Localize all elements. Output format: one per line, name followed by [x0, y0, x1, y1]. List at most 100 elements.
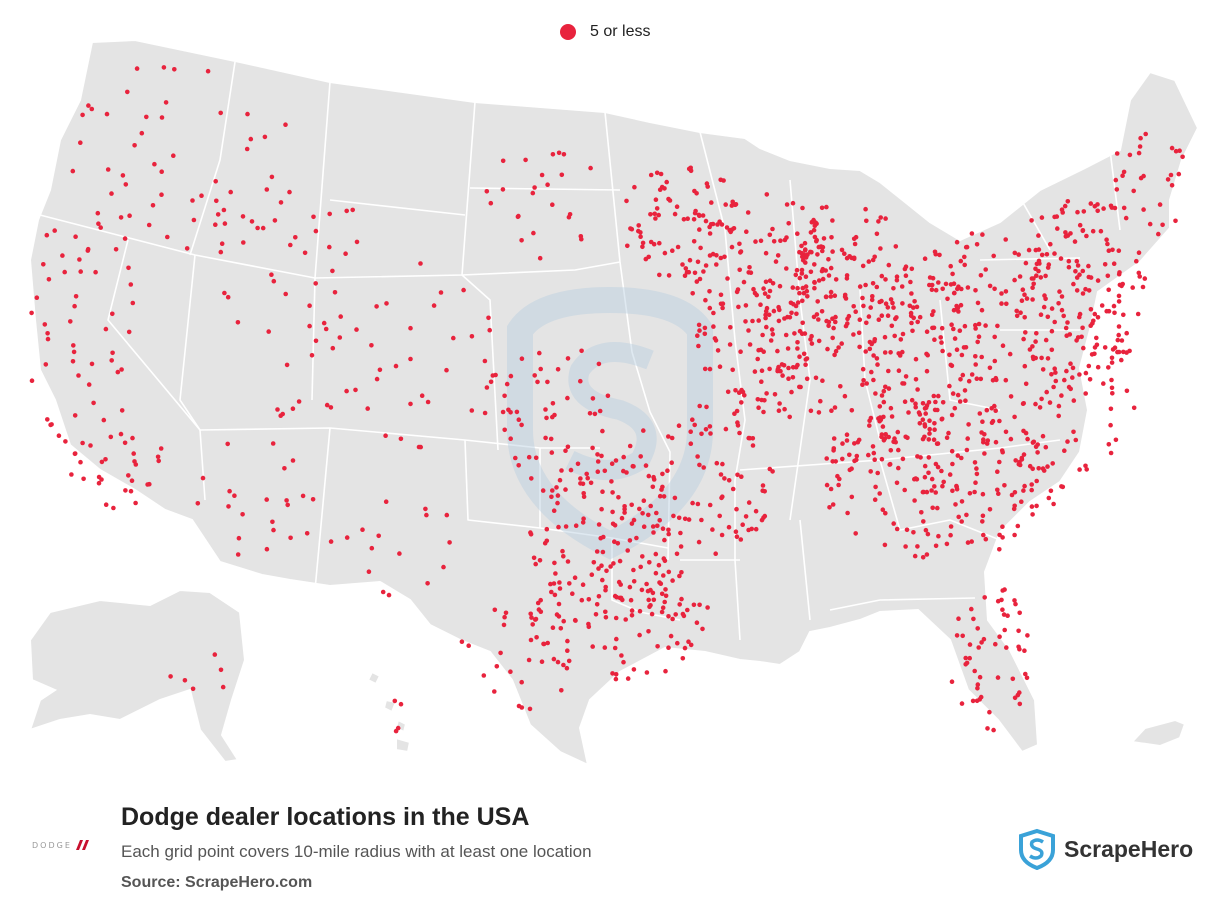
dealer-dot — [1012, 414, 1017, 420]
dealer-dot — [353, 387, 358, 393]
dealer-dot — [1023, 430, 1029, 436]
dealer-dot — [172, 67, 177, 72]
dealer-dot — [617, 558, 623, 564]
dealer-dot — [249, 219, 255, 224]
dealer-dot — [925, 531, 931, 537]
dealer-dot — [707, 424, 713, 429]
dealer-dot — [696, 539, 702, 545]
scrapehero-brand[interactable]: ScrapeHero — [1018, 828, 1193, 870]
dealer-dot — [591, 560, 597, 565]
dealer-dot — [540, 488, 546, 493]
dealer-dot — [307, 323, 312, 329]
dealer-dot — [974, 698, 980, 704]
dealer-dot — [290, 406, 296, 412]
dealer-dot — [697, 276, 703, 282]
dealer-dot — [1051, 384, 1056, 390]
dealer-dot — [728, 229, 733, 235]
dealer-dot — [195, 501, 201, 506]
dealer-dot — [909, 291, 914, 296]
dealer-dot — [959, 352, 965, 358]
dealer-dot — [948, 282, 954, 287]
dealer-dot — [900, 301, 905, 306]
dealer-dot — [892, 333, 897, 339]
dealer-dot — [957, 399, 963, 404]
dealer-dot — [976, 645, 981, 650]
dealer-dot — [995, 469, 1000, 475]
dealer-dot — [723, 426, 729, 432]
dealer-dot — [596, 594, 602, 599]
dealer-dot — [824, 318, 829, 324]
dealer-dot — [776, 304, 781, 310]
dealer-dot — [896, 465, 901, 471]
dealer-dot — [501, 622, 507, 628]
dealer-dot — [760, 483, 766, 488]
dealer-dot — [984, 407, 990, 413]
dealer-dot — [983, 323, 988, 328]
page-subtitle: Each grid point covers 10-mile radius wi… — [121, 842, 592, 861]
dealer-dot — [307, 303, 312, 309]
dealer-dot — [637, 506, 642, 512]
dealer-dot — [784, 235, 789, 240]
dealer-dot — [1098, 228, 1104, 234]
dealer-dot — [1108, 450, 1114, 456]
dealer-dot — [790, 285, 796, 290]
dealer-dot — [902, 487, 907, 493]
dealer-dot — [940, 483, 945, 489]
dealer-dot — [1012, 490, 1018, 495]
dealer-dot — [482, 358, 488, 364]
dealer-dot — [89, 106, 95, 112]
dealer-dot — [682, 645, 688, 651]
dealer-dot — [974, 242, 980, 247]
dealer-dot — [820, 244, 826, 250]
dealer-dot — [662, 186, 667, 191]
dealer-dot — [692, 422, 697, 428]
dealer-dot — [1075, 263, 1081, 268]
dealer-dot — [578, 476, 583, 481]
dealer-dot — [705, 605, 710, 610]
dealer-dot — [625, 676, 631, 681]
dealer-dot — [687, 257, 693, 263]
dealer-dot — [88, 443, 93, 448]
dealer-dot — [974, 471, 980, 477]
dealer-dot — [871, 353, 876, 358]
dealer-dot — [1062, 203, 1068, 209]
dealer-dot — [283, 122, 288, 127]
dealer-dot — [593, 612, 599, 617]
dealer-dot — [1019, 499, 1024, 505]
dealer-dot — [933, 543, 939, 549]
dealer-dot — [369, 343, 374, 348]
dealer-dot — [235, 552, 241, 557]
dealer-dot — [964, 512, 969, 518]
dealer-dot — [1040, 466, 1046, 471]
dealer-dot — [539, 172, 545, 178]
dealer-dot — [786, 376, 791, 382]
dealer-dot — [669, 435, 675, 441]
dealer-dot — [718, 177, 723, 183]
dealer-dot — [976, 321, 982, 327]
dealer-dot — [697, 462, 702, 468]
dealer-dot — [523, 157, 528, 163]
dealer-dot — [726, 524, 732, 530]
dealer-dot — [1063, 325, 1069, 331]
dealer-dot — [337, 335, 343, 340]
dealer-dot — [1111, 261, 1117, 267]
dealer-dot — [184, 246, 190, 251]
dealer-dot — [461, 287, 466, 293]
dealer-dot — [278, 200, 284, 205]
dealer-dot — [967, 655, 972, 661]
dealer-dot — [767, 278, 773, 284]
dealer-dot — [863, 206, 868, 212]
dealer-dot — [696, 212, 702, 218]
dealer-dot — [581, 516, 586, 521]
dealer-dot — [896, 368, 902, 374]
dealer-dot — [715, 348, 721, 353]
dealer-dot — [328, 539, 334, 544]
dealer-dot — [830, 218, 835, 223]
dealer-dot — [1119, 338, 1125, 343]
dealer-dot — [958, 302, 964, 308]
dealer-dot — [824, 456, 829, 461]
dealer-dot — [527, 706, 533, 712]
dealer-dot — [1034, 478, 1039, 484]
dealer-dot — [908, 310, 914, 316]
dealer-dot — [963, 345, 969, 350]
